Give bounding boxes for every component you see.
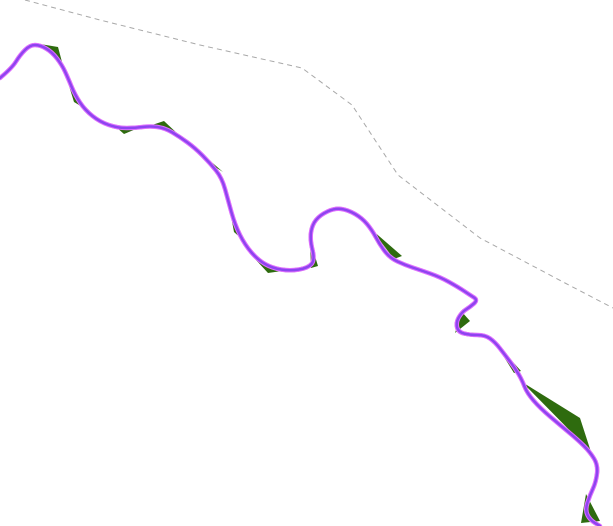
river-polygon-patch [372, 230, 402, 259]
dashed-boundary-line [24, 0, 613, 309]
river-halo [0, 42, 603, 526]
river-centerline [0, 43, 602, 526]
river-polygon-body [0, 42, 602, 526]
